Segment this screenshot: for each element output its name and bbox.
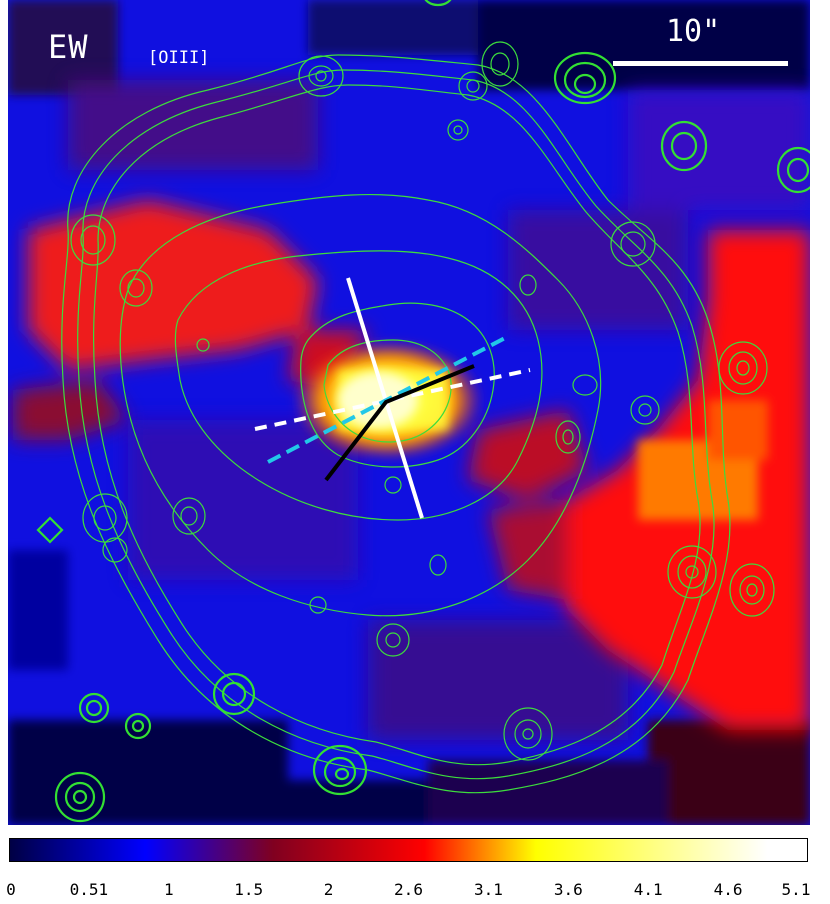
colorbar-tick-label: 4.6: [713, 880, 743, 899]
emission-map-image: [8, 0, 810, 825]
scale-bar: [613, 61, 788, 66]
panel-subtitle: [OIII]: [148, 48, 210, 68]
colorbar-tick-label: 3.1: [473, 880, 503, 899]
panel-title: EW: [48, 28, 89, 66]
field-source-contours: [36, 0, 810, 823]
colorbar-tick-label: 5.1: [781, 880, 811, 899]
colorbar-tick-label: 0: [6, 880, 16, 899]
colorbar-tick-label: 1: [163, 880, 174, 899]
orientation-lines: [254, 277, 531, 519]
galaxy-contours: [61, 41, 775, 794]
colorbar-tick-label: 3.6: [553, 880, 583, 899]
colorbar-tick-label: 2.6: [394, 880, 423, 899]
colorbar-ticks: 0 0.51 1 1.5 2 2.6 3.1 3.6 4.1 4.6 5.1: [0, 872, 830, 902]
colorbar-tick-label: 4.1: [633, 880, 663, 899]
colorbar-tick-label: 0.51: [69, 880, 109, 899]
colorbar-tick-label: 2: [323, 880, 334, 899]
scale-bar-label: 10": [666, 14, 721, 49]
colorbar: [9, 838, 808, 862]
ew-oiii-map: EW [OIII] 10": [8, 0, 810, 825]
colorbar-tick-label: 1.5: [234, 880, 264, 899]
